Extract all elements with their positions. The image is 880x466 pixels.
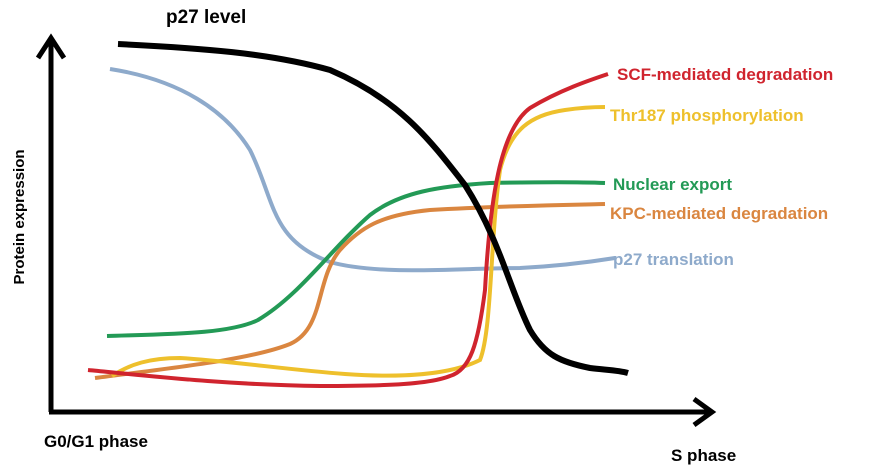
kpc-curve [94, 202, 606, 380]
translation-label: p27 translation [613, 250, 734, 269]
thr-curve [110, 105, 606, 378]
scf-curve [87, 72, 609, 389]
nuclear-label: Nuclear export [613, 175, 732, 194]
thr-label: Thr187 phosphorylation [610, 106, 804, 125]
x-axis-arrowhead [692, 396, 717, 428]
x-axis-start-label: G0/G1 phase [44, 432, 148, 451]
axes [35, 33, 717, 428]
p27-level-curve [117, 41, 629, 376]
scf-label: SCF-mediated degradation [617, 65, 833, 84]
x-axis-end-label: S phase [671, 446, 736, 465]
y-axis-arrowhead [35, 33, 67, 60]
y-axis-label: Protein expression [11, 149, 28, 284]
kpc-label: KPC-mediated degradation [610, 204, 828, 223]
nuclear-curve [106, 180, 606, 338]
translation-curve [109, 67, 616, 273]
diagram-title: p27 level [166, 7, 246, 28]
